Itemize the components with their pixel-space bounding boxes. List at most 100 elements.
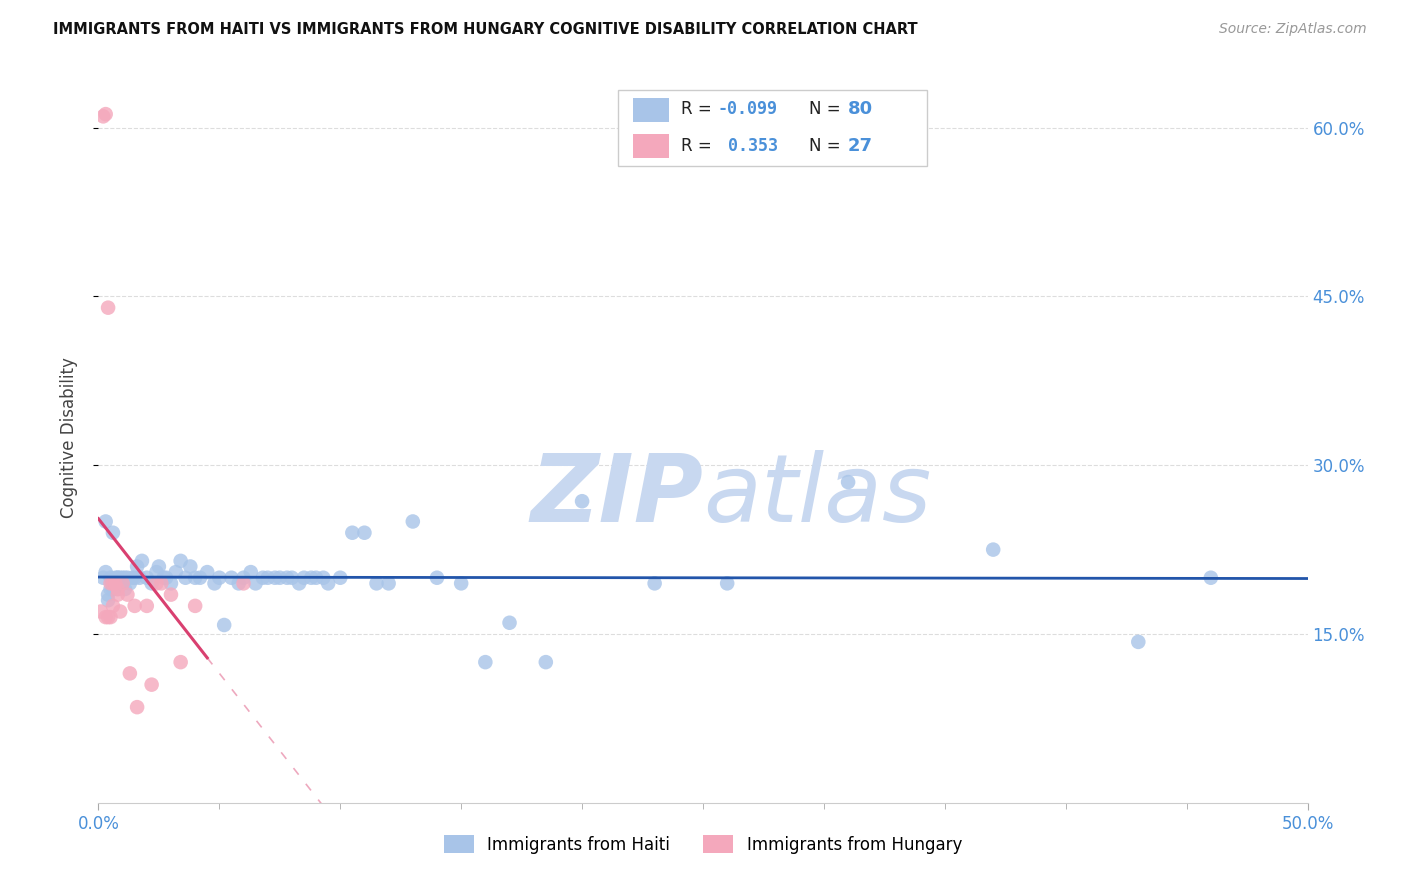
Point bbox=[97, 588, 120, 602]
Point bbox=[111, 576, 134, 591]
Point bbox=[91, 109, 114, 123]
FancyBboxPatch shape bbox=[619, 90, 927, 167]
Point bbox=[184, 571, 207, 585]
Point bbox=[114, 582, 136, 596]
Point bbox=[145, 565, 167, 579]
Point bbox=[97, 610, 120, 624]
Point bbox=[204, 576, 226, 591]
Point bbox=[450, 576, 472, 591]
Point bbox=[716, 576, 738, 591]
Point bbox=[292, 571, 315, 585]
Bar bbox=[633, 135, 669, 159]
Point bbox=[94, 107, 117, 121]
Text: -0.099: -0.099 bbox=[717, 101, 778, 119]
Point bbox=[165, 565, 187, 579]
Point bbox=[145, 576, 167, 591]
Point bbox=[107, 571, 129, 585]
Point bbox=[232, 576, 254, 591]
Point bbox=[91, 571, 114, 585]
Text: IMMIGRANTS FROM HAITI VS IMMIGRANTS FROM HUNGARY COGNITIVE DISABILITY CORRELATIO: IMMIGRANTS FROM HAITI VS IMMIGRANTS FROM… bbox=[53, 22, 918, 37]
Point bbox=[104, 571, 127, 585]
Point bbox=[108, 576, 131, 591]
Point bbox=[141, 576, 163, 591]
Point bbox=[128, 571, 150, 585]
Point bbox=[571, 494, 593, 508]
Text: R =: R = bbox=[682, 101, 717, 119]
Point bbox=[100, 610, 122, 624]
Point bbox=[644, 576, 666, 591]
Legend: Immigrants from Haiti, Immigrants from Hungary: Immigrants from Haiti, Immigrants from H… bbox=[437, 829, 969, 860]
Point bbox=[100, 582, 122, 596]
Point bbox=[104, 576, 127, 591]
Point bbox=[184, 599, 207, 613]
Point bbox=[498, 615, 520, 630]
Point bbox=[299, 571, 322, 585]
Point bbox=[281, 571, 304, 585]
Point bbox=[377, 576, 399, 591]
Point bbox=[94, 565, 117, 579]
Point bbox=[101, 582, 124, 596]
Point bbox=[245, 576, 267, 591]
Point bbox=[127, 559, 149, 574]
Point bbox=[101, 525, 124, 540]
Point bbox=[114, 571, 136, 585]
Point bbox=[108, 605, 131, 619]
Point bbox=[228, 576, 250, 591]
Point bbox=[118, 666, 141, 681]
Point bbox=[212, 618, 235, 632]
Point bbox=[188, 571, 211, 585]
Text: atlas: atlas bbox=[703, 450, 931, 541]
Point bbox=[107, 571, 129, 585]
Point bbox=[94, 610, 117, 624]
Point bbox=[1128, 635, 1150, 649]
Point bbox=[195, 565, 218, 579]
Text: 27: 27 bbox=[848, 137, 873, 155]
Point bbox=[104, 576, 127, 591]
Point bbox=[101, 576, 124, 591]
Point bbox=[155, 571, 177, 585]
Point bbox=[305, 571, 328, 585]
Point bbox=[135, 571, 157, 585]
Point bbox=[239, 565, 262, 579]
Text: N =: N = bbox=[810, 137, 846, 155]
Point bbox=[208, 571, 231, 585]
Point bbox=[221, 571, 243, 585]
Point bbox=[121, 571, 143, 585]
Point bbox=[135, 599, 157, 613]
Point bbox=[100, 576, 122, 591]
Point bbox=[252, 571, 274, 585]
Point bbox=[169, 554, 191, 568]
Text: 80: 80 bbox=[848, 101, 873, 119]
Point bbox=[312, 571, 335, 585]
Point bbox=[124, 599, 146, 613]
Point bbox=[426, 571, 449, 585]
Point bbox=[1199, 571, 1222, 585]
Point bbox=[101, 576, 124, 591]
Point bbox=[329, 571, 352, 585]
Point bbox=[111, 576, 134, 591]
Point bbox=[169, 655, 191, 669]
Point bbox=[107, 582, 129, 596]
Text: 0.353: 0.353 bbox=[717, 137, 778, 155]
Point bbox=[269, 571, 291, 585]
Point bbox=[97, 301, 120, 315]
Point bbox=[117, 571, 139, 585]
Point bbox=[353, 525, 375, 540]
Point bbox=[124, 571, 146, 585]
Text: N =: N = bbox=[810, 101, 846, 119]
Point bbox=[101, 599, 124, 613]
Point bbox=[108, 571, 131, 585]
Point bbox=[981, 542, 1004, 557]
Point bbox=[837, 475, 859, 489]
Point bbox=[150, 576, 173, 591]
Point bbox=[288, 576, 311, 591]
Point bbox=[111, 571, 134, 585]
Point bbox=[94, 515, 117, 529]
Point bbox=[160, 588, 183, 602]
Point bbox=[152, 571, 174, 585]
Text: ZIP: ZIP bbox=[530, 450, 703, 541]
Point bbox=[90, 605, 112, 619]
Point bbox=[107, 588, 129, 602]
Point bbox=[534, 655, 557, 669]
Point bbox=[402, 515, 425, 529]
